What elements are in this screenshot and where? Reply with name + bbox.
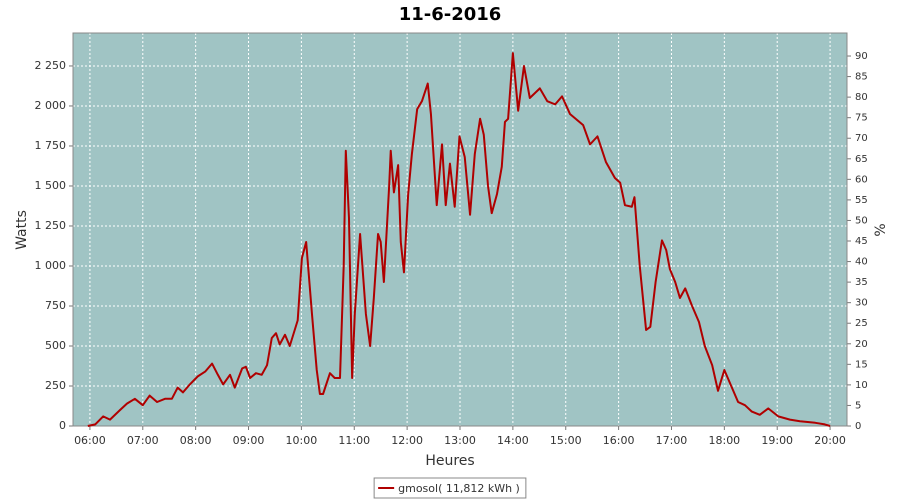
chart-title: 11-6-2016 bbox=[399, 4, 502, 25]
x-tick-label: 19:00 bbox=[761, 434, 793, 447]
x-tick-label: 20:00 bbox=[814, 434, 846, 447]
y2-tick-label: 70 bbox=[855, 133, 868, 144]
x-tick-label: 08:00 bbox=[180, 434, 212, 447]
y2-tick-label: 90 bbox=[855, 51, 868, 62]
x-tick-label: 09:00 bbox=[233, 434, 265, 447]
x-tick-label: 11:00 bbox=[338, 434, 370, 447]
x-tick-label: 07:00 bbox=[127, 434, 159, 447]
y2-axis-title: % bbox=[873, 223, 889, 236]
x-tick-label: 10:00 bbox=[286, 434, 318, 447]
x-tick-label: 12:00 bbox=[391, 434, 423, 447]
y2-tick-label: 35 bbox=[855, 277, 868, 288]
x-axis-title: Heures bbox=[425, 453, 474, 469]
data-line bbox=[87, 52, 831, 427]
y2-tick-label: 65 bbox=[855, 154, 868, 165]
y2-tick-label: 25 bbox=[855, 318, 868, 329]
y2-tick-label: 20 bbox=[855, 339, 868, 350]
x-tick-label: 14:00 bbox=[497, 434, 529, 447]
y-tick-label: 250 bbox=[45, 379, 66, 392]
y2-tick-label: 45 bbox=[855, 236, 868, 247]
y2-tick-label: 75 bbox=[855, 113, 868, 124]
y2-tick-label: 5 bbox=[855, 400, 861, 411]
x-tick-label: 18:00 bbox=[708, 434, 740, 447]
y2-tick-label: 50 bbox=[855, 215, 868, 226]
y2-tick-label: 30 bbox=[855, 298, 868, 309]
x-tick-label: 17:00 bbox=[656, 434, 688, 447]
y2-tick-label: 60 bbox=[855, 174, 868, 185]
y2-tick-label: 55 bbox=[855, 195, 868, 206]
y-tick-label: 2 000 bbox=[35, 99, 67, 112]
legend-label: gmosol( 11,812 kWh ) bbox=[398, 482, 520, 495]
y-tick-label: 1 000 bbox=[35, 259, 67, 272]
y-axis-title: Watts bbox=[14, 210, 30, 250]
y2-tick-label: 40 bbox=[855, 257, 868, 268]
y2-tick-label: 10 bbox=[855, 380, 868, 391]
y-tick-label: 1 750 bbox=[35, 139, 67, 152]
y-tick-label: 500 bbox=[45, 339, 66, 352]
plot-border bbox=[72, 32, 848, 427]
x-tick-label: 13:00 bbox=[444, 434, 476, 447]
y2-tick-label: 80 bbox=[855, 92, 868, 103]
x-tick-label: 16:00 bbox=[603, 434, 635, 447]
y2-tick-label: 0 bbox=[855, 421, 861, 432]
legend: gmosol( 11,812 kWh ) bbox=[373, 477, 527, 499]
y2-tick-label: 85 bbox=[855, 72, 868, 83]
y-tick-label: 1 250 bbox=[35, 219, 67, 232]
y-tick-label: 0 bbox=[59, 419, 66, 432]
x-tick-label: 15:00 bbox=[550, 434, 582, 447]
y2-tick-label: 15 bbox=[855, 359, 868, 370]
y-tick-label: 750 bbox=[45, 299, 66, 312]
y-tick-label: 2 250 bbox=[35, 59, 67, 72]
y-tick-label: 1 500 bbox=[35, 179, 67, 192]
x-tick-label: 06:00 bbox=[74, 434, 106, 447]
legend-box bbox=[373, 477, 527, 499]
